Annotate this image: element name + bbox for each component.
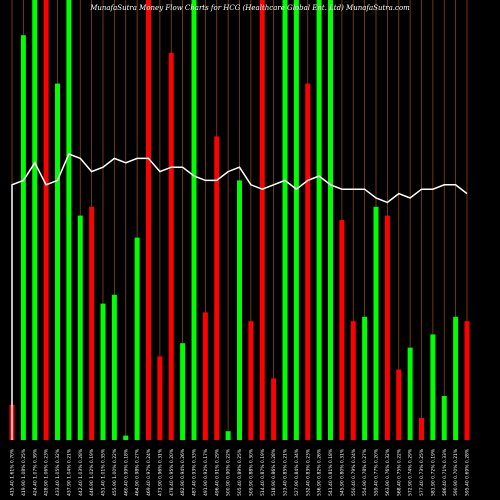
bar-tue-21-jan-2025 [89, 206, 95, 440]
bar-mon-24-feb-2025 [373, 206, 379, 440]
bar-tue-18-feb-2025 [328, 0, 333, 440]
x-tick-label: 577.40 0.73% 0.25% [419, 448, 425, 496]
bar-thu-27-feb-2025 [396, 369, 402, 440]
x-tick-label: 563.90 0.76% 0.32% [385, 448, 391, 496]
x-tick-label: 586.40 0.71% 0.33% [442, 448, 448, 496]
bar-wed-22-jan-2025 [100, 303, 106, 440]
x-tick-label: 581.90 0.72% 0.19% [430, 448, 436, 496]
x-tick-label: 442.40 1.03% 0.28% [78, 448, 84, 496]
x-tick-label: 554.90 0.78% 0.27% [362, 448, 368, 496]
x-tick-label: 460.40 0.99% 0.18% [123, 448, 129, 496]
x-tick-label: 514.40 0.87% 0.19% [260, 448, 266, 496]
bar-wed-15-jan-2025 [43, 0, 49, 440]
x-tick-label: 509.90 0.88% 0.30% [248, 448, 254, 496]
bar-tue-25-feb-2025 [384, 215, 390, 440]
bar-mon-10-feb-2025 [259, 0, 265, 440]
bar-wed-12-feb-2025 [282, 0, 288, 440]
bars-group [9, 0, 470, 441]
bar-mon-27-jan-2025 [134, 237, 140, 440]
bar-wed-19-feb-2025 [339, 220, 345, 440]
bar-mon-20-jan-2025 [77, 215, 83, 440]
x-tick-label: 491.90 0.92% 0.17% [203, 448, 209, 496]
bar-tue-14-jan-2025 [32, 0, 38, 440]
x-tick-label: 424.40 1.07% 0.39% [32, 448, 38, 496]
bar-fri-28-feb-2025 [407, 347, 413, 440]
x-tick-labels: 415.40 1.61% 0.70% 419.90 1.08% 0.25% 424.… [10, 448, 471, 496]
x-tick-label: 419.90 1.08% 0.25% [21, 448, 27, 496]
bar-tue-04-feb-2025 [214, 136, 220, 440]
x-tick-label: 482.90 0.94% 0.26% [180, 448, 186, 496]
bar-wed-05-feb-2025 [225, 431, 231, 440]
x-tick-label: 473.90 0.96% 0.31% [157, 448, 163, 496]
x-tick-label: 500.90 0.90% 0.22% [226, 448, 232, 496]
x-tick-label: 455.90 1.00% 0.22% [112, 448, 118, 496]
bar-tue-11-feb-2025 [271, 378, 277, 440]
bar-tue-28-jan-2025 [146, 0, 151, 440]
x-tick-label: 478.40 0.95% 0.20% [169, 448, 175, 496]
chart-title: MunafaSutra Money Flow Charts for HCG (H… [89, 4, 410, 12]
x-tick-label: 451.40 1.01% 0.35% [101, 448, 107, 496]
x-tick-label: 518.90 0.86% 0.28% [271, 448, 277, 496]
x-tick-label: 428.90 1.06% 0.23% [44, 448, 50, 496]
x-tick-label: 415.40 1.61% 0.70% [10, 448, 16, 496]
x-tick-label: 595.40 0.69% 0.28% [465, 448, 471, 496]
x-tick-label: 532.40 0.83% 0.23% [305, 448, 311, 496]
x-tick-label: 536.90 0.82% 0.26% [317, 448, 323, 496]
bar-fri-14-feb-2025 [305, 83, 311, 440]
bar-sat-01-feb-2025 [191, 0, 197, 440]
bar-thu-06-feb-2025 [237, 180, 242, 440]
bar-thu-30-jan-2025 [168, 52, 174, 441]
bar-fri-07-feb-2025 [248, 321, 254, 440]
x-tick-label: 568.40 0.75% 0.22% [396, 448, 402, 496]
bar-thu-16-jan-2025 [55, 83, 60, 440]
x-tick-label: 505.40 0.89% 0.25% [237, 448, 243, 496]
x-tick-label: 559.40 0.77% 0.20% [374, 448, 380, 496]
bar-fri-31-jan-2025 [180, 343, 186, 440]
bar-tue-04-mar-2025 [430, 334, 436, 440]
bar-fri-24-jan-2025 [123, 435, 129, 440]
bar-mon-17-feb-2025 [316, 0, 322, 440]
bar-mon-03-mar-2025 [419, 418, 424, 440]
x-tick-label: 437.90 1.04% 0.21% [66, 448, 72, 496]
bar-fri-17-jan-2025 [66, 0, 72, 440]
x-tick-label: 550.40 0.79% 0.24% [351, 448, 357, 496]
x-tick-label: 590.90 0.70% 0.21% [453, 448, 459, 496]
x-tick-label: 464.90 0.98% 0.27% [135, 448, 141, 496]
x-tick-label: 523.40 0.85% 0.21% [283, 448, 289, 496]
bar-thu-20-feb-2025 [350, 321, 356, 440]
x-tick-label: 496.40 0.91% 0.29% [214, 448, 220, 496]
bar-mon-03-feb-2025 [202, 312, 208, 440]
bar-fri-21-feb-2025 [362, 316, 368, 440]
bar-thu-23-jan-2025 [111, 294, 117, 440]
bar-thu-13-feb-2025 [293, 0, 299, 440]
x-tick-label: 469.40 0.97% 0.24% [146, 448, 152, 496]
money-flow-line [11, 153, 468, 440]
x-tick-label: 541.40 0.81% 0.18% [328, 448, 334, 496]
x-tick-label: 446.90 1.02% 0.19% [89, 448, 95, 496]
x-tick-label: 545.90 0.80% 0.31% [339, 448, 345, 496]
bar-thu-06-mar-2025 [453, 316, 459, 440]
bar-mon-13-jan-2025 [20, 35, 26, 440]
bar-wed-05-mar-2025 [441, 396, 447, 440]
x-tick-label: 433.40 1.05% 0.32% [55, 448, 61, 496]
x-tick-label: 487.40 0.93% 0.33% [192, 448, 198, 496]
bar-fri-07-mar-2025 [464, 321, 470, 440]
bar-wed-29-jan-2025 [157, 356, 163, 440]
x-tick-label: 572.90 0.74% 0.29% [408, 448, 414, 496]
x-tick-label: 527.90 0.84% 0.34% [294, 448, 300, 496]
